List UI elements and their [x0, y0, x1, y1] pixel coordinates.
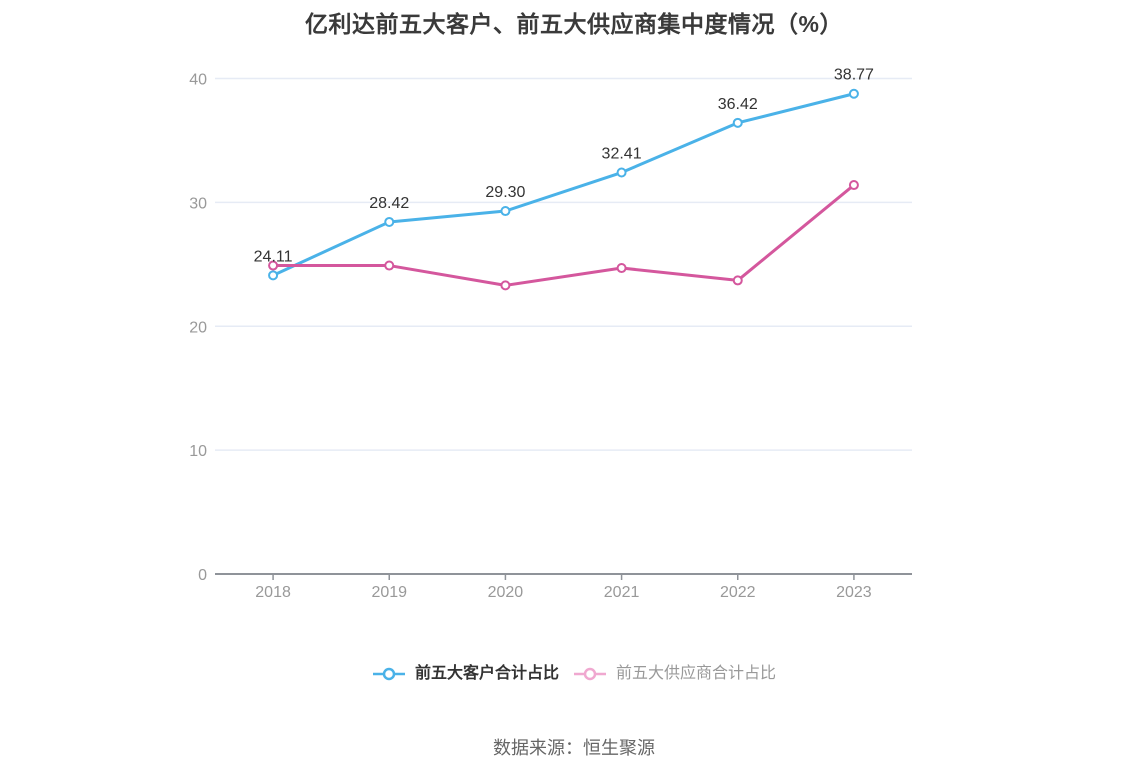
x-axis-label-2022: 2022	[720, 584, 756, 601]
x-axis-label-2020: 2020	[488, 584, 524, 601]
data-label-0-2018: 24.11	[254, 248, 293, 265]
y-axis-label-40: 40	[189, 72, 207, 89]
y-axis-label-10: 10	[189, 443, 207, 460]
data-point-0-2022[interactable]	[732, 117, 743, 128]
data-label-0-2020: 29.30	[485, 184, 525, 201]
data-point-0-2021[interactable]	[616, 167, 627, 178]
data-point-1-2019[interactable]	[384, 260, 395, 271]
data-label-0-2022: 36.42	[718, 96, 758, 113]
y-axis-label-30: 30	[189, 195, 207, 212]
data-label-0-2021: 32.41	[602, 146, 642, 163]
data-point-1-2020[interactable]	[500, 280, 511, 291]
data-label-0-2019: 28.42	[369, 195, 409, 212]
data-point-1-2023[interactable]	[848, 180, 859, 191]
legend-label-top5-suppliers: 前五大供应商合计占比	[616, 665, 777, 682]
x-axis-label-2018: 2018	[255, 584, 291, 601]
legend-line-marker-customers	[372, 667, 405, 681]
legend-line-marker-suppliers	[574, 667, 606, 681]
data-point-0-2019[interactable]	[384, 216, 395, 227]
data-point-0-2020[interactable]	[500, 206, 511, 217]
x-axis-label-2023: 2023	[836, 584, 872, 601]
data-point-1-2022[interactable]	[732, 275, 743, 286]
data-point-0-2023[interactable]	[848, 88, 859, 99]
legend-item-top5-suppliers[interactable]: 前五大供应商合计占比	[573, 666, 776, 682]
data-point-1-2018[interactable]	[268, 260, 279, 271]
data-source: 数据来源：恒生聚源	[493, 738, 655, 758]
legend-item-top5-customers[interactable]: 前五大客户合计占比	[372, 666, 559, 682]
data-point-1-2021[interactable]	[616, 263, 627, 274]
chart-title: 亿利达前五大客户、前五大供应商集中度情况（%）	[305, 11, 843, 37]
x-axis-label-2019: 2019	[371, 584, 407, 601]
x-axis-label-2021: 2021	[604, 584, 640, 601]
y-axis-label-0: 0	[198, 567, 207, 584]
series-line-0	[271, 92, 856, 277]
legend-label-top5-customers: 前五大客户合计占比	[414, 665, 559, 682]
y-axis-label-20: 20	[189, 319, 207, 336]
data-point-0-2018[interactable]	[268, 270, 279, 281]
data-label-0-2023: 38.77	[834, 67, 874, 84]
chart-legend: 前五大客户合计占比 前五大供应商合计占比	[0, 666, 1148, 682]
series-line-1	[271, 183, 856, 287]
